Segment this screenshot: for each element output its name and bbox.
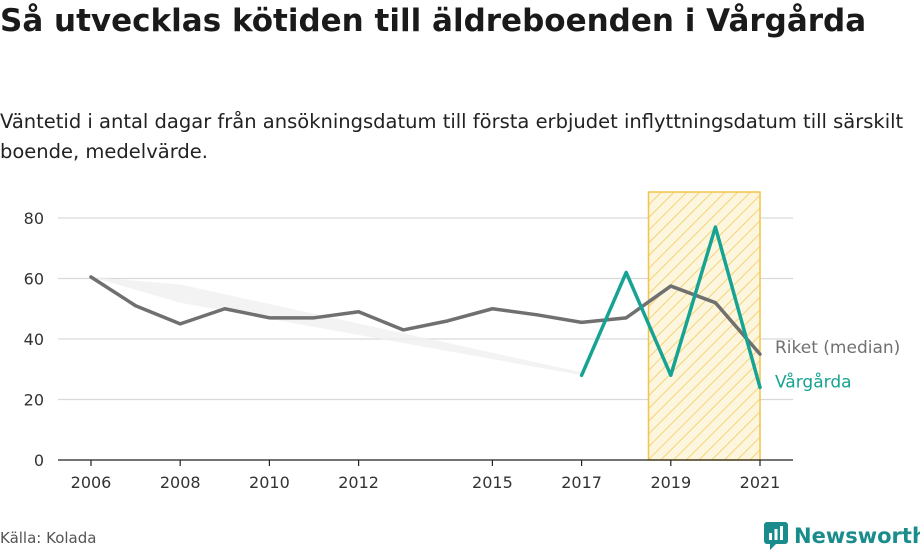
series-line-riket xyxy=(89,275,762,356)
y-tick-label: 60 xyxy=(24,270,44,289)
x-tick-label: 2019 xyxy=(650,473,691,492)
y-tick-label: 20 xyxy=(24,391,44,410)
x-tick-label: 2006 xyxy=(71,473,112,492)
newsworthy-logo-icon xyxy=(764,522,788,550)
source-note: Källa: Kolada xyxy=(0,529,97,547)
series-line-vargarda xyxy=(579,225,762,390)
band-layer xyxy=(91,276,582,376)
chart-title: Så utvecklas kötiden till äldreboenden i… xyxy=(0,3,867,39)
series-label-riket: Riket (median) xyxy=(775,338,900,358)
brand[interactable]: Newsworthy xyxy=(764,520,920,552)
x-tick-label: 2008 xyxy=(160,473,201,492)
axis-layer: 0 20 40 60 80 2006 2008 2010 2012 2015 2017 2019 202… xyxy=(24,209,793,492)
range-band xyxy=(91,276,582,376)
x-tick-label: 2015 xyxy=(472,473,513,492)
series-label-vargarda: Vårgårda xyxy=(775,371,852,392)
x-tick-label: 2017 xyxy=(561,473,602,492)
y-tick-label: 80 xyxy=(24,209,44,228)
x-tick-label: 2021 xyxy=(740,473,781,492)
series-layer xyxy=(89,225,762,390)
brand-name: Newsworthy xyxy=(794,524,920,548)
x-tick-label: 2010 xyxy=(249,473,290,492)
y-tick-label: 0 xyxy=(34,451,44,470)
chart-subtitle: Väntetid i antal dagar från ansökningsda… xyxy=(0,110,904,163)
x-tick-label: 2012 xyxy=(338,473,379,492)
y-tick-label: 40 xyxy=(24,330,44,349)
series-labels: Riket (median) Vårgårda xyxy=(775,338,900,392)
